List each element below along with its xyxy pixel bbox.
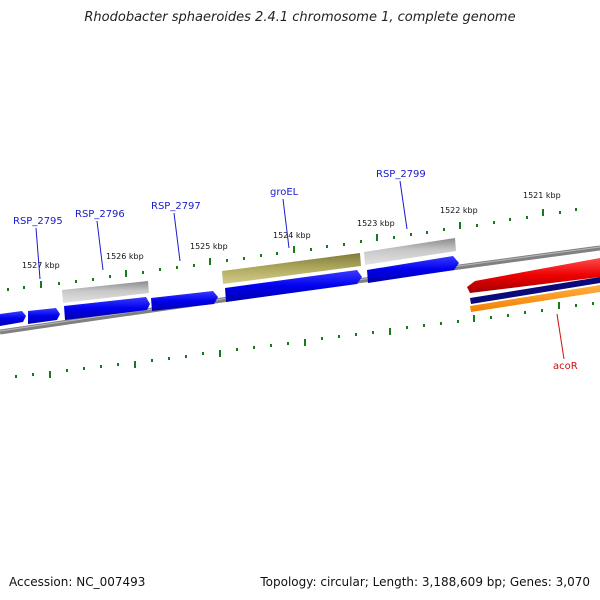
cds-arrow[interactable] xyxy=(151,291,218,311)
kbp-scale-labels: 1521 kbp 1522 kbp 1523 kbp 1524 kbp 1525… xyxy=(22,191,561,270)
gene-label-acor[interactable]: acoR xyxy=(553,361,578,372)
cds-inner-navy[interactable] xyxy=(470,277,600,304)
gene-label-rsp2797[interactable]: RSP_2797 xyxy=(151,201,201,212)
gene-feature-acor[interactable] xyxy=(467,258,600,293)
gene-label-rsp2796[interactable]: RSP_2796 xyxy=(75,209,125,220)
upper-feature-track xyxy=(62,238,456,303)
cds-inner-orange[interactable] xyxy=(470,285,600,312)
gene-feature-groel[interactable] xyxy=(222,253,361,284)
inner-scale-ticks xyxy=(15,302,594,378)
cds-arrow[interactable] xyxy=(367,256,459,283)
kbp-label-1525: 1525 kbp xyxy=(190,242,228,251)
genome-summary-text: Topology: circular; Length: 3,188,609 bp… xyxy=(260,575,590,589)
outer-scale-ticks xyxy=(7,208,577,291)
cds-arrow[interactable] xyxy=(225,270,362,302)
gene-labels: RSP_2795 RSP_2796 RSP_2797 groEL RSP_279… xyxy=(13,169,578,372)
acor-leader-line xyxy=(556,313,565,360)
gene-label-rsp2795[interactable]: RSP_2795 xyxy=(13,216,63,227)
kbp-label-1521: 1521 kbp xyxy=(523,191,561,200)
gene-feature-gray[interactable] xyxy=(364,238,456,265)
inner-feature-track xyxy=(467,258,600,312)
map-title: Rhodobacter sphaeroides 2.4.1 chromosome… xyxy=(84,10,516,25)
gene-label-groel[interactable]: groEL xyxy=(270,187,299,198)
cds-arrow[interactable] xyxy=(28,308,60,324)
kbp-label-1524: 1524 kbp xyxy=(273,231,311,240)
cds-arrow[interactable] xyxy=(64,297,150,320)
gene-label-rsp2799[interactable]: RSP_2799 xyxy=(376,169,426,180)
cds-arrow[interactable] xyxy=(0,311,26,326)
cds-track xyxy=(0,256,459,326)
kbp-label-1526: 1526 kbp xyxy=(106,252,144,261)
kbp-label-1523: 1523 kbp xyxy=(357,219,395,228)
accession-text: Accession: NC_007493 xyxy=(9,575,146,589)
kbp-label-1527: 1527 kbp xyxy=(22,261,60,270)
kbp-label-1522: 1522 kbp xyxy=(440,206,478,215)
gene-feature-gray[interactable] xyxy=(62,281,149,303)
gene-leader-lines xyxy=(35,180,408,280)
